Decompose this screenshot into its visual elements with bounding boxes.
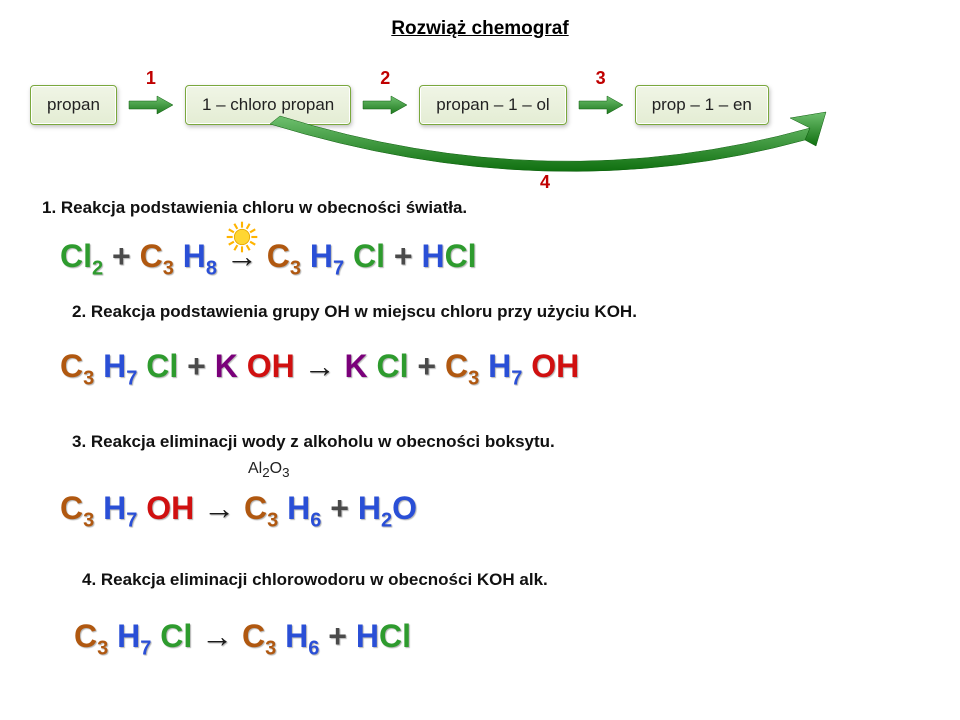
equation-2: C3 H7 Cl + K OH → K Cl + C3 H7 OH (60, 348, 579, 390)
flow-arrow-label-1: 2 (380, 68, 390, 89)
flow-arrow-0: 1 (127, 94, 175, 116)
catalyst-label: Al2O3 (248, 460, 290, 480)
equation-4: C3 H7 Cl → C3 H6 + HCl (74, 618, 411, 660)
step-1-text: 1. Reakcja podstawienia chloru w obecnoś… (42, 198, 467, 218)
flow-box-0: propan (30, 85, 117, 125)
flow-arrow-label-2: 3 (596, 68, 606, 89)
sun-icon (225, 220, 259, 254)
step-4-text: 4. Reakcja eliminacji chlorowodoru w obe… (82, 570, 548, 590)
step-2-text: 2. Reakcja podstawienia grupy OH w miejs… (72, 302, 637, 322)
step-3-text: 3. Reakcja eliminacji wody z alkoholu w … (72, 432, 555, 452)
page-title: Rozwiąż chemograf (0, 0, 960, 40)
equation-3: C3 H7 OH → C3 H6 + H2O (60, 490, 417, 532)
flow-arrow-label-0: 1 (146, 68, 156, 89)
flow-curve-label: 4 (540, 172, 550, 193)
equation-1: Cl2 + C3 H8 → C3 H7 Cl + HCl (60, 238, 477, 280)
